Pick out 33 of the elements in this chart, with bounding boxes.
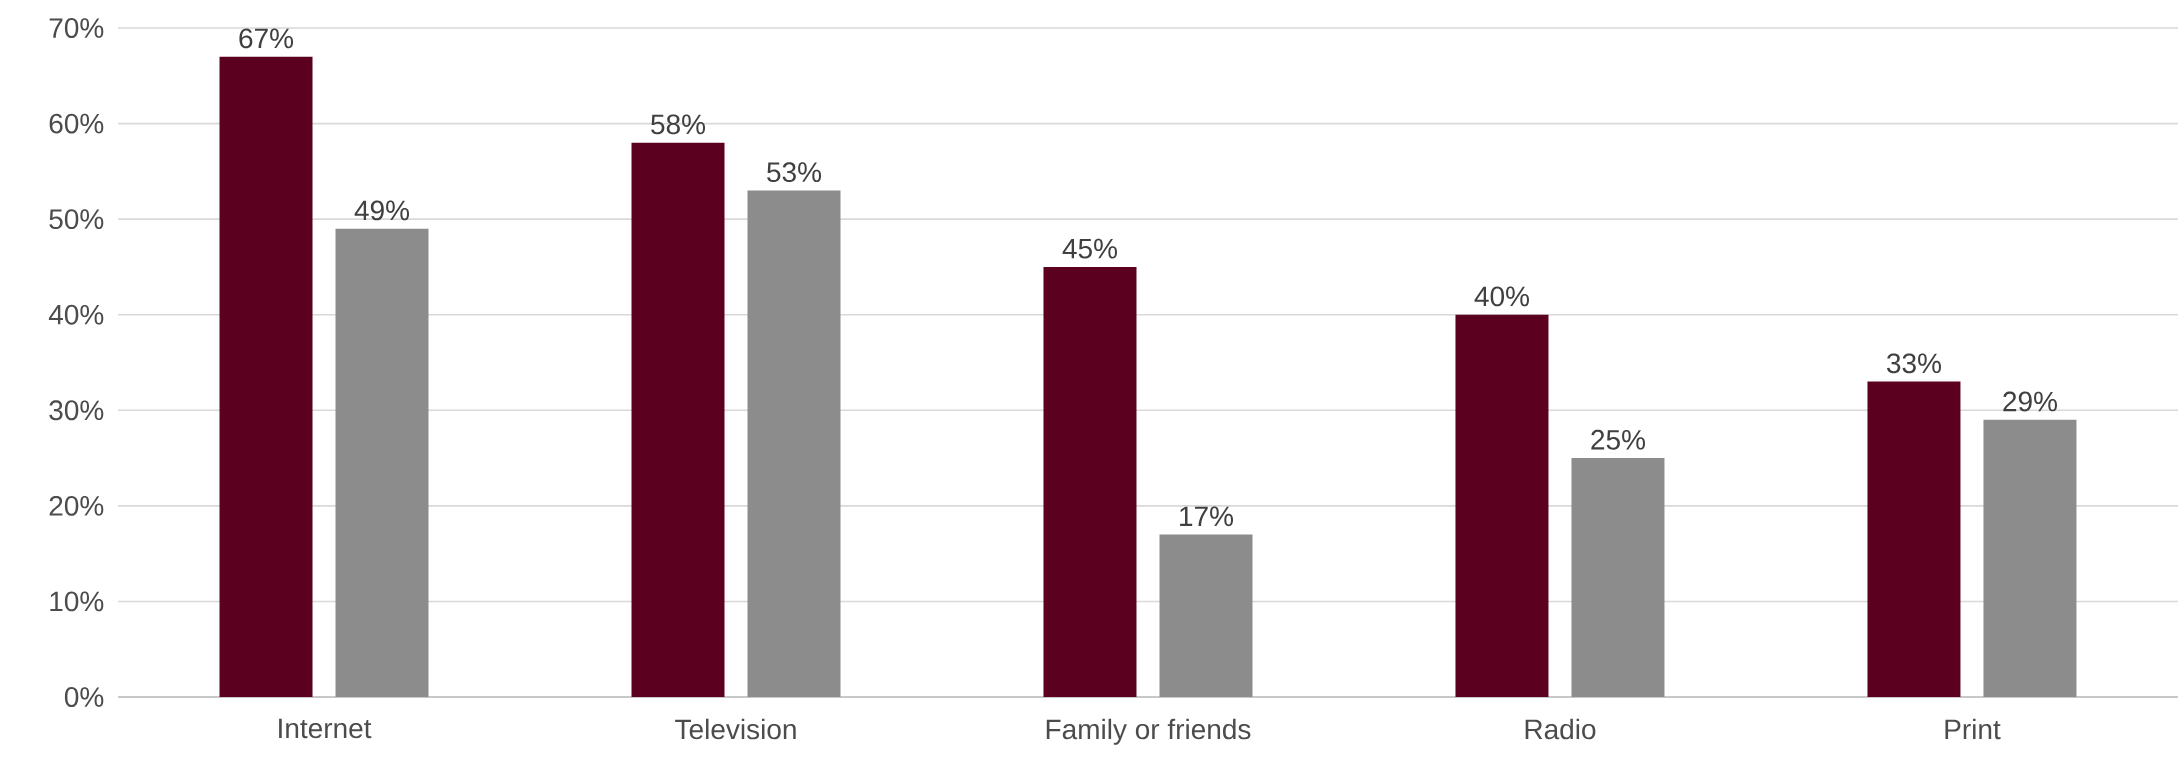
data-label: 40% — [1474, 286, 1529, 307]
x-tick-label: Television — [675, 718, 796, 740]
y-tick-label: 10% — [50, 591, 104, 612]
y-tick-label: 70% — [49, 18, 104, 38]
bar — [631, 142, 725, 697]
y-tick-label: 60% — [49, 113, 104, 134]
x-tick-label: Family or friends — [1046, 718, 1251, 745]
y-tick-label: 0% — [64, 687, 104, 707]
data-label: 49% — [354, 200, 410, 221]
y-tick-label: 30% — [49, 400, 104, 421]
x-tick-label: Print — [1945, 718, 2001, 740]
y-tick-label: 20% — [49, 495, 104, 516]
bar — [1159, 534, 1253, 697]
data-label: 58% — [651, 114, 706, 135]
data-label: 45% — [1062, 238, 1118, 259]
bar — [747, 190, 841, 697]
y-tick-label: 50% — [49, 209, 104, 230]
bar — [1867, 381, 1961, 697]
x-tick-label: Radio — [1525, 718, 1596, 740]
data-label: 67% — [239, 28, 294, 49]
data-label: 53% — [767, 162, 822, 183]
bar — [1983, 419, 2077, 697]
data-label: 17% — [1180, 506, 1234, 527]
bar — [1043, 266, 1137, 697]
data-label: 25% — [1591, 429, 1645, 450]
y-tick-label: 40% — [48, 304, 104, 325]
bar — [335, 228, 429, 697]
data-label: 29% — [2003, 391, 2057, 412]
data-label: 33% — [1887, 353, 1941, 374]
bar — [219, 56, 313, 697]
bar — [1571, 458, 1665, 697]
x-tick-label: Internet — [279, 718, 372, 739]
bar — [1455, 314, 1549, 697]
